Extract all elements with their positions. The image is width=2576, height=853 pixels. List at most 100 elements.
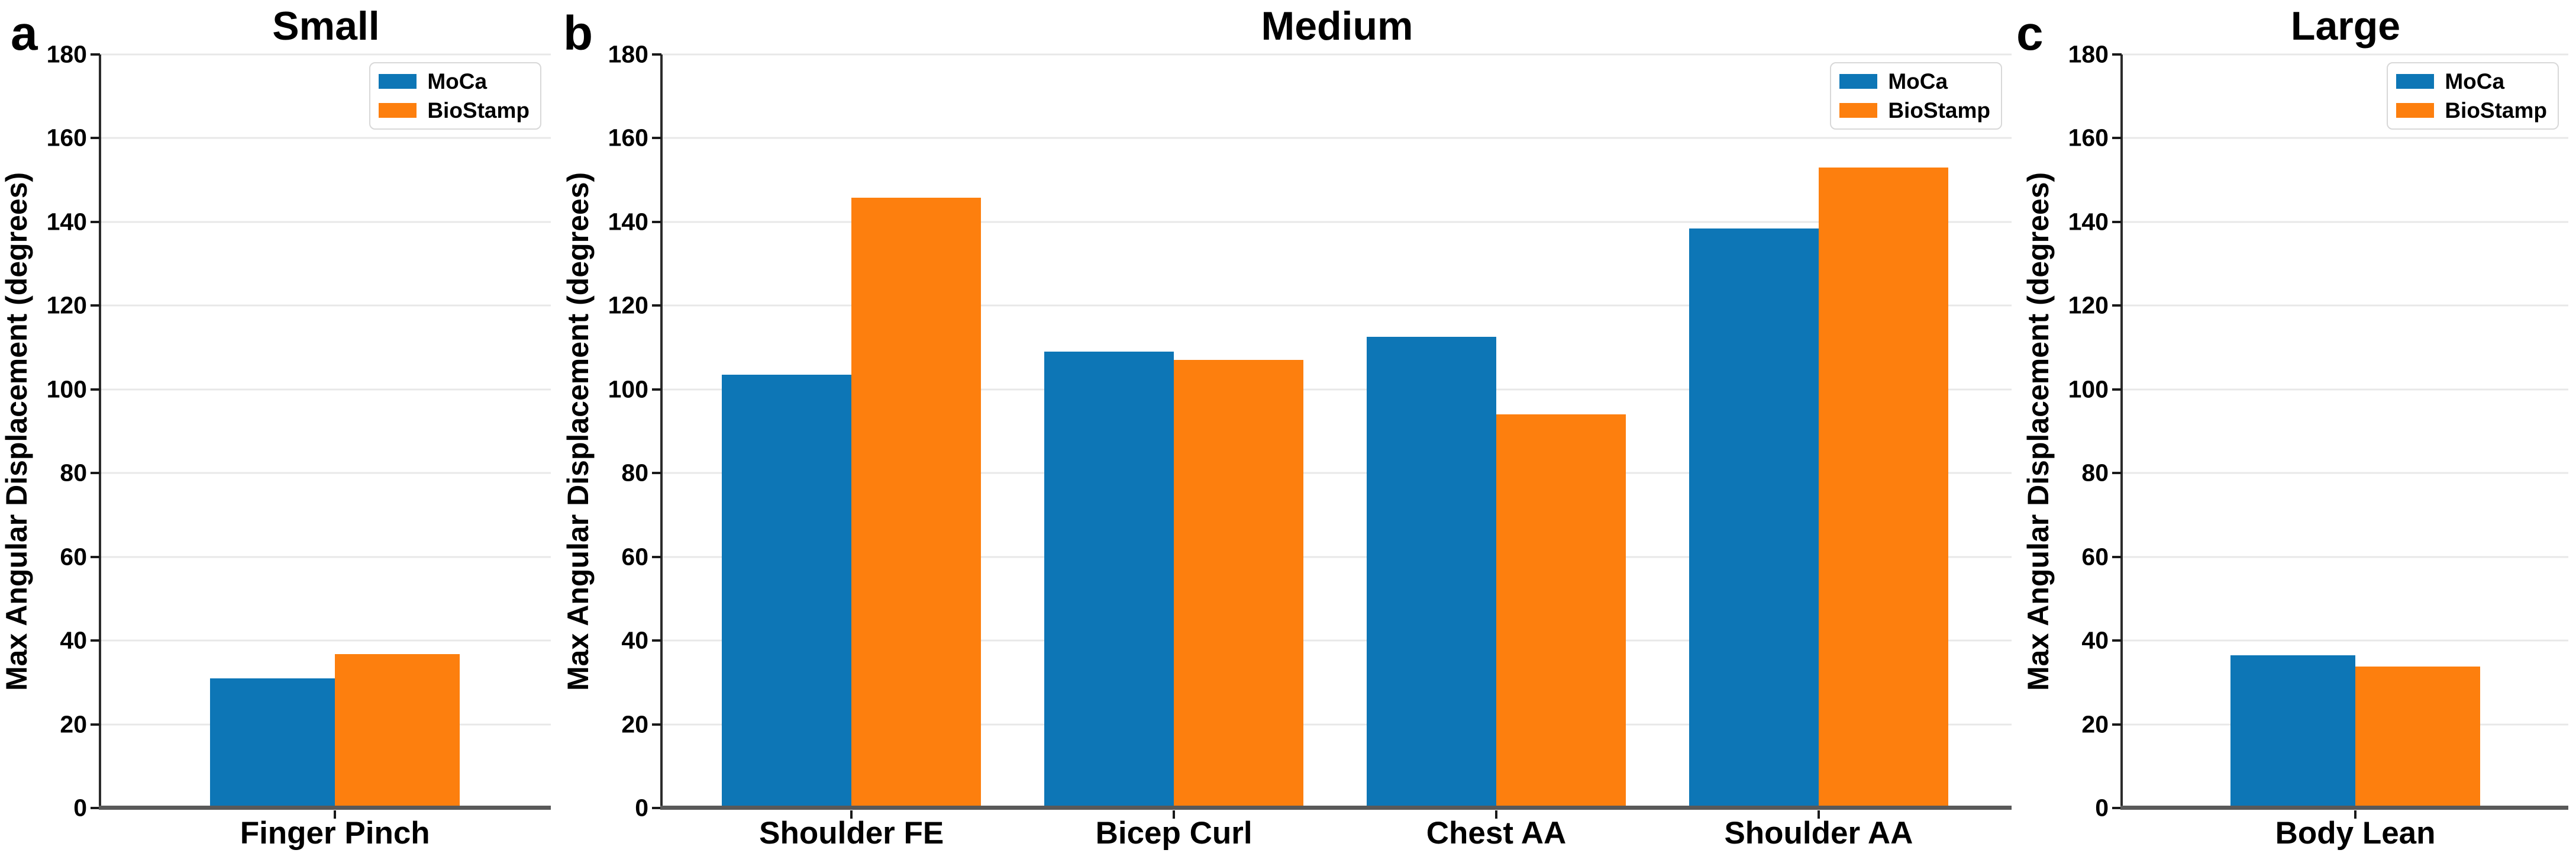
y-tick-label: 0 — [2095, 794, 2109, 822]
y-tick-label: 120 — [46, 291, 87, 319]
y-tick-mark — [652, 53, 661, 56]
plot-area-small: Small Max Angular Displacement (degrees)… — [0, 6, 551, 849]
gridline-y160 — [2123, 137, 2568, 139]
category-label: Body Lean — [2275, 816, 2436, 851]
y-tick-label: 100 — [46, 375, 87, 403]
y-tick-label: 80 — [2081, 459, 2109, 487]
bar-moca-0 — [2230, 655, 2356, 808]
y-tick-mark — [91, 472, 100, 475]
y-tick-mark — [652, 472, 661, 475]
legend-item-moca: MoCa — [379, 70, 530, 92]
y-tick-label: 0 — [635, 794, 648, 822]
y-tick-label: 120 — [608, 291, 648, 319]
bar-moca-2 — [1367, 337, 1497, 808]
y-tick-label: 40 — [60, 626, 87, 654]
legend: MoCa BioStamp — [369, 62, 541, 130]
y-tick-label: 140 — [2068, 208, 2109, 236]
gridline-y120 — [2123, 304, 2568, 307]
y-tick-mark — [91, 220, 100, 223]
bar-biostamp-2 — [1496, 414, 1626, 808]
y-tick-label: 80 — [60, 459, 87, 487]
gridline-y100 — [101, 388, 551, 391]
y-tick-label: 20 — [621, 710, 648, 738]
y-tick-mark — [2112, 807, 2122, 809]
gridline-y120 — [101, 304, 551, 307]
y-tick-mark — [2112, 639, 2122, 642]
y-tick-mark — [91, 304, 100, 307]
gridline-y40 — [2123, 639, 2568, 642]
y-tick-mark — [2112, 555, 2122, 558]
gridline-y140 — [663, 221, 2012, 223]
bar-moca-3 — [1689, 228, 1819, 808]
panel-title-large: Large — [2290, 4, 2401, 49]
x-tick-mark — [1495, 810, 1498, 819]
bar-moca-0 — [209, 678, 335, 808]
bar-biostamp-0 — [851, 197, 982, 808]
panel-letter-b: b — [563, 7, 593, 60]
x-tick-mark — [850, 810, 853, 819]
y-tick-label: 180 — [46, 40, 87, 68]
panel-title-medium: Medium — [1261, 4, 1413, 49]
legend-label: BioStamp — [1888, 98, 1990, 123]
legend-label: MoCa — [427, 69, 488, 94]
legend-swatch-biostamp — [379, 103, 417, 118]
y-tick-label: 80 — [621, 459, 648, 487]
legend-label: MoCa — [2445, 69, 2505, 94]
x-tick-mark — [1173, 810, 1176, 819]
x-tick-mark — [1817, 810, 1820, 819]
bar-moca-0 — [722, 375, 852, 808]
y-tick-mark — [652, 304, 661, 307]
y-tick-label: 140 — [46, 208, 87, 236]
gridline-y180 — [663, 53, 2012, 56]
plot-area-medium: Medium Max Angular Displacement (degrees… — [561, 6, 2012, 849]
y-tick-label: 40 — [621, 626, 648, 654]
y-tick-label: 120 — [2068, 291, 2109, 319]
gridline-y60 — [663, 556, 2012, 558]
legend-swatch-moca — [2396, 74, 2435, 89]
y-axis-label: Max Angular Displacement (degrees) — [561, 172, 595, 691]
panel-letter-a: a — [11, 7, 38, 60]
y-tick-mark — [652, 388, 661, 391]
gridline-y160 — [663, 137, 2012, 139]
legend-swatch-moca — [379, 74, 417, 89]
legend-item-biostamp: BioStamp — [379, 99, 530, 121]
bar-moca-1 — [1044, 352, 1174, 808]
y-tick-label: 40 — [2081, 626, 2109, 654]
gridline-y80 — [101, 472, 551, 474]
legend-label: MoCa — [1888, 69, 1948, 94]
category-label: Shoulder AA — [1724, 816, 1913, 851]
y-tick-mark — [91, 53, 100, 56]
gridline-y180 — [101, 53, 551, 56]
y-tick-mark — [91, 639, 100, 642]
y-tick-mark — [91, 723, 100, 726]
panel-letter-c: c — [2016, 7, 2044, 60]
y-tick-mark — [2112, 137, 2122, 140]
gridline-y40 — [663, 639, 2012, 642]
x-axis-line — [2120, 806, 2568, 810]
y-tick-label: 60 — [621, 543, 648, 571]
y-tick-mark — [652, 555, 661, 558]
y-tick-label: 0 — [73, 794, 87, 822]
y-tick-label: 140 — [608, 208, 648, 236]
y-tick-mark — [652, 807, 661, 809]
y-tick-mark — [91, 137, 100, 140]
y-tick-mark — [2112, 304, 2122, 307]
y-axis-label: Max Angular Displacement (degrees) — [0, 172, 33, 691]
y-tick-mark — [2112, 472, 2122, 475]
gridline-y180 — [2123, 53, 2568, 56]
bar-biostamp-1 — [1174, 360, 1303, 808]
category-label: Shoulder FE — [759, 816, 944, 851]
y-tick-mark — [91, 388, 100, 391]
bar-biostamp-0 — [335, 654, 460, 808]
legend-item-biostamp: BioStamp — [2396, 99, 2547, 121]
y-tick-mark — [652, 137, 661, 140]
panel-title-small: Small — [272, 4, 380, 49]
y-tick-mark — [2112, 53, 2122, 56]
legend-swatch-biostamp — [2396, 103, 2435, 118]
x-axis-line — [99, 806, 551, 810]
x-tick-mark — [334, 810, 337, 819]
legend: MoCa BioStamp — [1830, 62, 2002, 130]
y-tick-mark — [2112, 220, 2122, 223]
y-tick-label: 60 — [60, 543, 87, 571]
